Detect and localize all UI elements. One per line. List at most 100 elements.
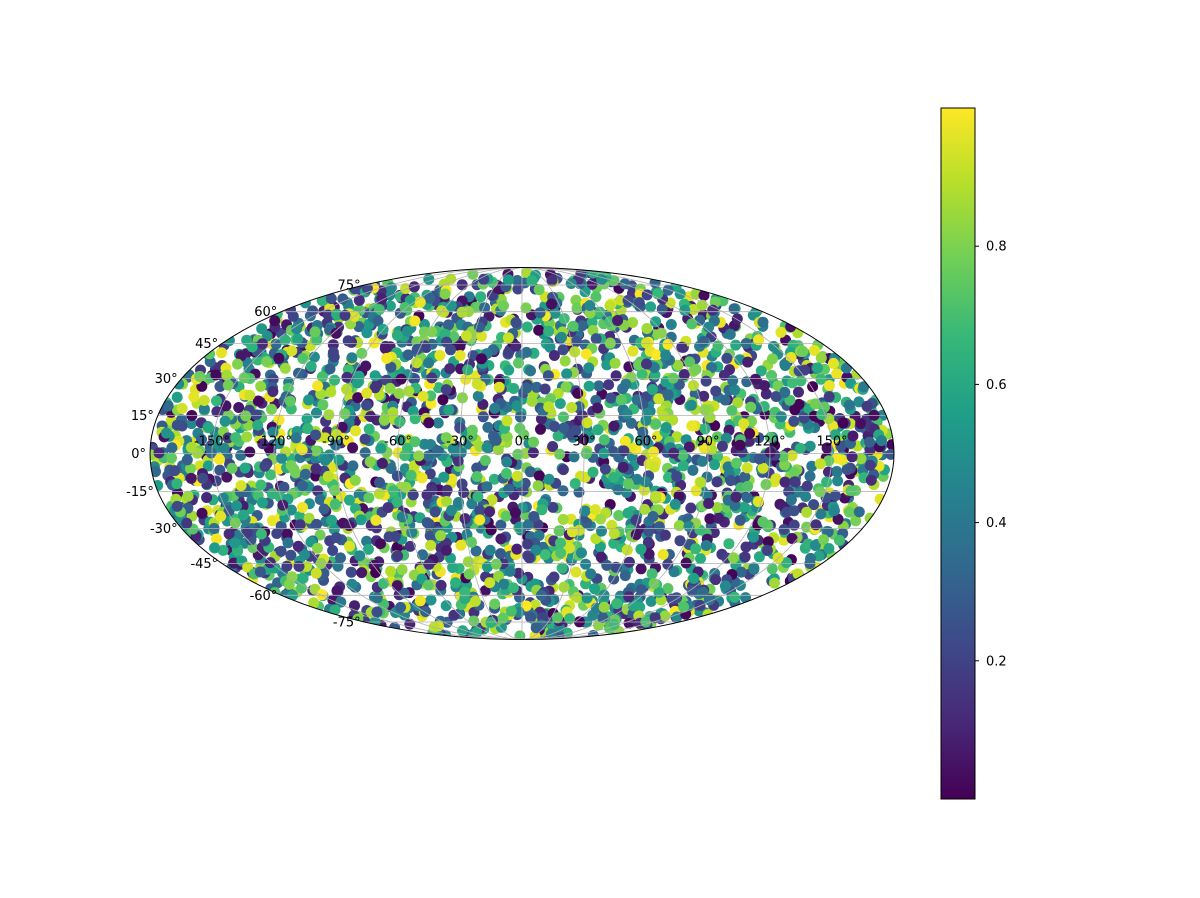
scatter-point [648, 461, 660, 473]
scatter-point [651, 349, 663, 361]
scatter-point [283, 579, 295, 590]
scatter-point [809, 540, 821, 551]
scatter-point [381, 352, 393, 364]
scatter-point [522, 519, 534, 531]
scatter-point [416, 472, 428, 484]
scatter-point [471, 626, 483, 638]
scatter-point [527, 447, 539, 459]
scatter-point [755, 365, 767, 377]
scatter-point [547, 501, 559, 513]
scatter-point [310, 567, 322, 579]
scatter-point [467, 350, 479, 362]
scatter-point [425, 594, 437, 606]
scatter-point [650, 418, 662, 430]
scatter-point [276, 452, 288, 464]
scatter-point [460, 373, 472, 385]
scatter-point [347, 460, 359, 472]
scatter-point [641, 407, 653, 419]
scatter-point [447, 443, 459, 455]
scatter-point [474, 514, 486, 526]
scatter-point [548, 350, 560, 361]
scatter-point [729, 384, 741, 396]
scatter-point [532, 519, 544, 531]
scatter-point [378, 578, 389, 589]
scatter-point [643, 525, 655, 537]
scatter-point [185, 472, 197, 484]
scatter-point [673, 490, 685, 502]
scatter-point [690, 485, 702, 497]
scatter-point [619, 570, 631, 582]
latitude-tick-label: 30° [155, 372, 178, 387]
scatter-point [198, 403, 210, 415]
scatter-point [235, 350, 247, 362]
scatter-point [522, 538, 533, 550]
scatter-point [353, 294, 365, 306]
scatter-point [549, 421, 561, 432]
scatter-point [300, 468, 311, 480]
scatter-point [474, 505, 486, 517]
scatter-point [740, 541, 752, 553]
scatter-point [653, 521, 665, 533]
scatter-point [520, 600, 532, 612]
scatter-point [623, 361, 635, 373]
scatter-point [650, 490, 662, 502]
scatter-point [570, 294, 582, 306]
scatter-point [310, 429, 322, 441]
scatter-point [690, 543, 702, 555]
scatter-point [699, 423, 711, 435]
scatter-point [327, 346, 339, 358]
scatter-point [275, 545, 287, 557]
scatter-point [214, 453, 225, 465]
scatter-point [679, 304, 691, 316]
scatter-point [391, 580, 403, 592]
scatter-point [789, 466, 801, 478]
scatter-point [477, 398, 489, 410]
scatter-point [269, 315, 281, 327]
scatter-point [339, 408, 351, 420]
scatter-point [475, 330, 487, 342]
scatter-point [277, 499, 289, 511]
scatter-point [815, 508, 827, 520]
scatter-point [573, 486, 585, 498]
scatter-point [601, 359, 613, 371]
scatter-point [738, 418, 750, 430]
scatter-point [273, 352, 285, 364]
scatter-point [347, 442, 359, 454]
scatter-point [278, 481, 290, 493]
scatter-point [230, 432, 242, 444]
scatter-point [182, 490, 194, 502]
scatter-point [314, 529, 326, 541]
scatter-point [413, 450, 425, 462]
scatter-point [544, 341, 556, 353]
scatter-point [308, 597, 320, 609]
scatter-point [594, 541, 606, 553]
scatter-point [581, 592, 593, 604]
scatter-point [485, 617, 497, 628]
scatter-point [432, 417, 444, 429]
scatter-point [635, 543, 647, 555]
scatter-point [806, 460, 818, 472]
scatter-point [319, 454, 331, 466]
scatter-point [732, 397, 744, 409]
scatter-point [587, 466, 599, 478]
scatter-point [533, 284, 545, 296]
scatter-point [292, 540, 304, 552]
scatter-point [504, 565, 516, 577]
longitude-tick-label: 150° [816, 435, 847, 450]
scatter-point [481, 481, 493, 493]
scatter-point [479, 302, 491, 314]
scatter-point [181, 517, 193, 529]
scatter-point [627, 600, 639, 612]
scatter-point [349, 600, 360, 612]
scatter-point [566, 526, 578, 538]
scatter-point [391, 496, 403, 508]
scatter-point [775, 411, 787, 423]
scatter-point [640, 476, 652, 488]
scatter-point [808, 344, 820, 356]
scatter-point [828, 357, 839, 369]
scatter-point [589, 583, 601, 595]
scatter-point [185, 463, 196, 475]
scatter-point [511, 470, 523, 482]
scatter-point [579, 505, 591, 517]
scatter-point [299, 549, 311, 560]
